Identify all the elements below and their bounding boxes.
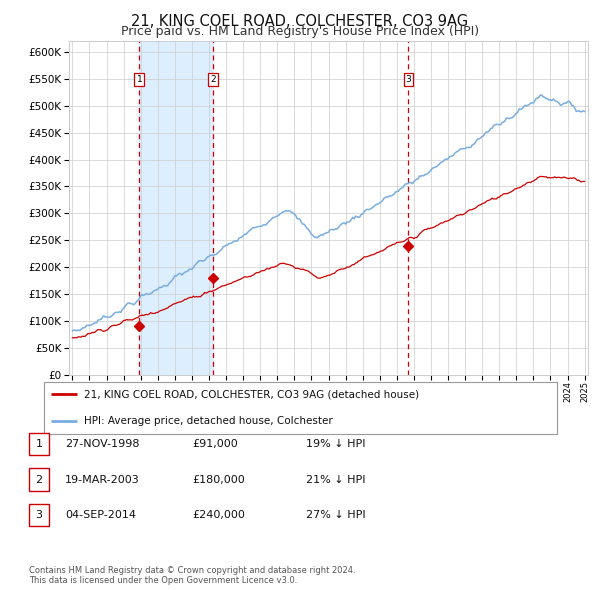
Text: 21, KING COEL ROAD, COLCHESTER, CO3 9AG: 21, KING COEL ROAD, COLCHESTER, CO3 9AG [131,14,469,28]
Text: 27-NOV-1998: 27-NOV-1998 [65,440,139,449]
Text: HPI: Average price, detached house, Colchester: HPI: Average price, detached house, Colc… [84,416,332,426]
Text: 3: 3 [35,510,43,520]
Text: £180,000: £180,000 [192,475,245,484]
Text: 19% ↓ HPI: 19% ↓ HPI [306,440,365,449]
Text: Price paid vs. HM Land Registry's House Price Index (HPI): Price paid vs. HM Land Registry's House … [121,25,479,38]
Text: 1: 1 [136,75,142,84]
Text: 1: 1 [35,440,43,449]
Text: 27% ↓ HPI: 27% ↓ HPI [306,510,365,520]
Bar [139,41,213,375]
Text: £240,000: £240,000 [192,510,245,520]
Text: £91,000: £91,000 [192,440,238,449]
Text: 2: 2 [210,75,215,84]
Text: Contains HM Land Registry data © Crown copyright and database right 2024.
This d: Contains HM Land Registry data © Crown c… [29,566,355,585]
Text: 19-MAR-2003: 19-MAR-2003 [65,475,140,484]
Text: 04-SEP-2014: 04-SEP-2014 [65,510,136,520]
Text: 3: 3 [406,75,411,84]
Text: 21, KING COEL ROAD, COLCHESTER, CO3 9AG (detached house): 21, KING COEL ROAD, COLCHESTER, CO3 9AG … [84,389,419,399]
Text: 21% ↓ HPI: 21% ↓ HPI [306,475,365,484]
Text: 2: 2 [35,475,43,484]
